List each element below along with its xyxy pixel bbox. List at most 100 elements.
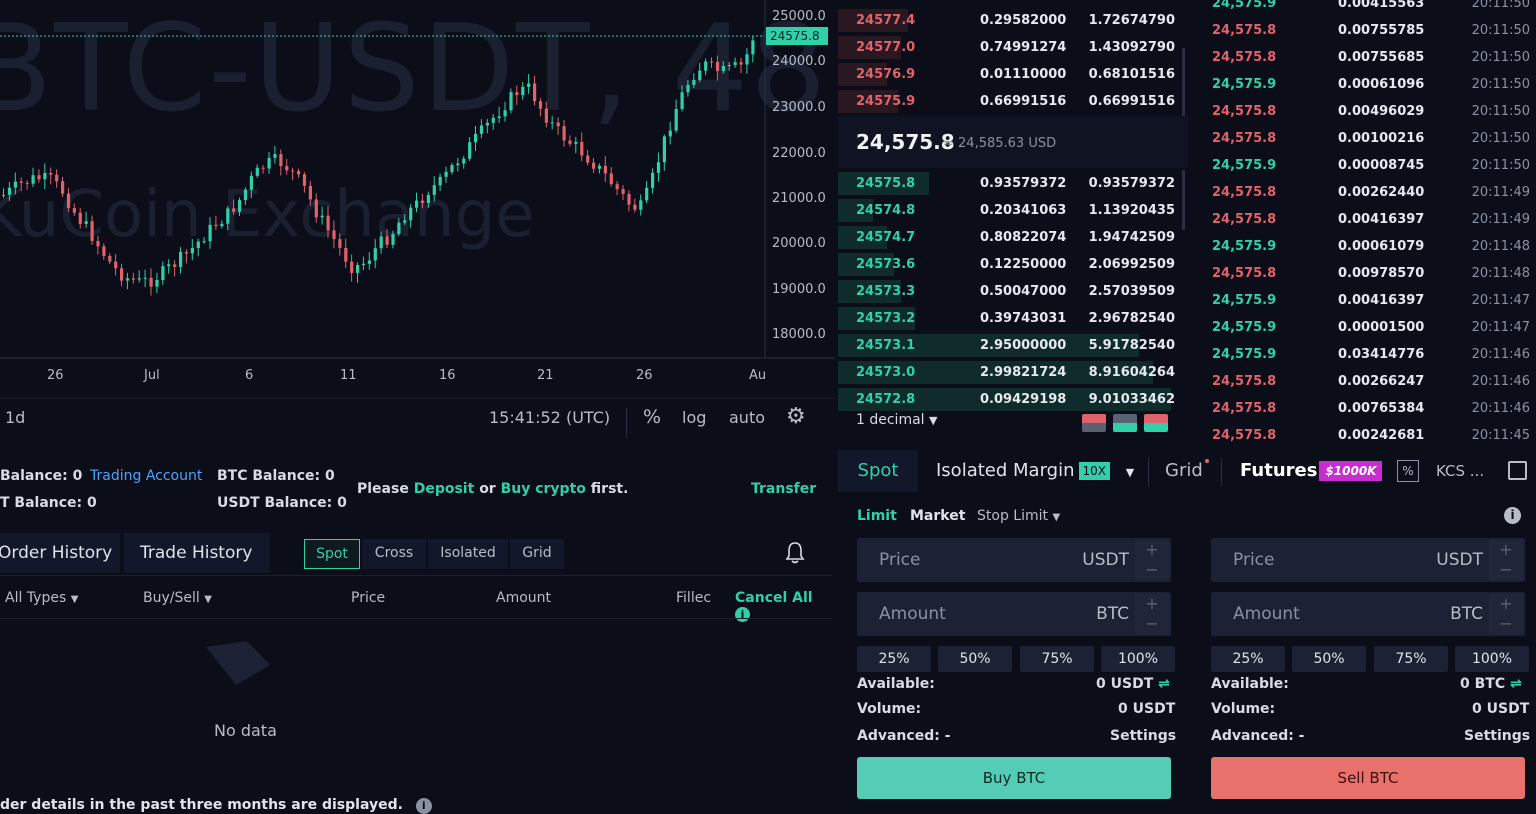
kcs-fee-toggle[interactable]: KCS ... [1436, 462, 1485, 480]
mid-price: 24,575.8 [856, 130, 955, 154]
bid-scrollbar[interactable] [1182, 170, 1185, 230]
tab-isolated-margin[interactable]: Isolated Margin 10X ▼ [936, 460, 1134, 481]
kcs-checkbox[interactable] [1508, 461, 1527, 480]
tab-order-history[interactable]: Order History [0, 533, 120, 573]
candle-body [727, 65, 731, 67]
usdt-balance-value: 0 [337, 495, 347, 511]
sell-advanced[interactable]: Advanced: - [1211, 728, 1305, 744]
bid-total: 2.57039509 [1088, 284, 1175, 299]
ask-row[interactable]: 24575.9 0.66991516 0.66991516 [838, 88, 1188, 115]
sell-btc-button[interactable]: Sell BTC [1211, 757, 1525, 799]
info-icon[interactable]: i [1504, 507, 1521, 524]
minus-icon[interactable]: − [1489, 560, 1523, 580]
bid-price: 24574.7 [856, 230, 916, 245]
plus-icon[interactable]: + [1489, 540, 1523, 560]
seg-isolated[interactable]: Isolated [428, 539, 508, 569]
trading-account-link[interactable]: Trading Account [90, 468, 203, 484]
bid-row[interactable]: 24575.8 0.93579372 0.93579372 [838, 170, 1188, 197]
bid-row[interactable]: 24573.1 2.95000000 5.91782540 [838, 332, 1188, 359]
buy-pct-50[interactable]: 50% [938, 646, 1012, 672]
bid-row[interactable]: 24574.8 0.20341063 1.13920435 [838, 197, 1188, 224]
buy-price-input[interactable]: Price USDT + − [857, 538, 1171, 582]
bid-row[interactable]: 24574.7 0.80822074 1.94742509 [838, 224, 1188, 251]
sell-settings-link[interactable]: Settings [1464, 728, 1531, 744]
candle-body [7, 187, 12, 195]
percent-scale-toggle[interactable]: % [643, 406, 662, 428]
ask-row[interactable]: 24577.0 0.74991274 1.43092790 [838, 34, 1188, 61]
y-tick: 18000.0 [772, 327, 826, 342]
gear-icon[interactable]: ⚙ [786, 404, 806, 429]
filter-all-types[interactable]: All Types ▼ [5, 590, 78, 606]
seg-cross[interactable]: Cross [362, 539, 426, 569]
tab-trade-history[interactable]: Trade History [124, 533, 270, 573]
sell-pct-25[interactable]: 25% [1211, 646, 1285, 672]
bid-row[interactable]: 24573.6 0.12250000 2.06992509 [838, 251, 1188, 278]
price-chart[interactable]: BTC-USDT, 480 KuCoin Exchange 24575.8 25… [0, 0, 835, 446]
x-tick: 11 [340, 368, 357, 383]
buy-advanced[interactable]: Advanced: - [857, 728, 951, 744]
sell-amount-input[interactable]: Amount BTC + − [1211, 592, 1525, 636]
trade-time: 20:11:46 [1471, 347, 1530, 362]
ask-scrollbar[interactable] [1182, 48, 1185, 116]
fee-icon[interactable]: % [1397, 460, 1419, 482]
deposit-link[interactable]: Deposit [413, 481, 475, 497]
sell-price-input[interactable]: Price USDT + − [1211, 538, 1525, 582]
sell-pct-50[interactable]: 50% [1292, 646, 1366, 672]
bid-row[interactable]: 24573.0 2.99821724 8.91604264 [838, 359, 1188, 386]
buy-settings-link[interactable]: Settings [1110, 728, 1177, 744]
chevron-down-icon: ▼ [929, 414, 938, 427]
buy-price-placeholder: Price [879, 550, 921, 570]
sell-amount-placeholder: Amount [1233, 604, 1300, 624]
bell-icon[interactable] [784, 541, 806, 570]
plus-icon[interactable]: + [1135, 540, 1169, 560]
bid-row[interactable]: 24572.8 0.09429198 9.01033462 [838, 386, 1188, 413]
candle-body [149, 277, 153, 287]
buy-crypto-link[interactable]: Buy crypto [500, 481, 586, 497]
minus-icon[interactable]: − [1135, 560, 1169, 580]
plus-icon[interactable]: + [1489, 594, 1523, 614]
sell-pct-75[interactable]: 75% [1374, 646, 1448, 672]
candle-body [66, 193, 71, 209]
trade-row: 24,575.9 0.00061096 20:11:50 [1194, 71, 1536, 98]
seg-spot[interactable]: Spot [304, 539, 360, 569]
buy-btc-button[interactable]: Buy BTC [857, 757, 1171, 799]
minus-icon[interactable]: − [1135, 614, 1169, 634]
buy-pct-25[interactable]: 25% [857, 646, 931, 672]
buy-pct-75[interactable]: 75% [1020, 646, 1094, 672]
buy-price-unit: USDT [1082, 550, 1129, 570]
sell-pct-100[interactable]: 100% [1455, 646, 1529, 672]
log-scale-toggle[interactable]: log [682, 408, 707, 427]
tab-futures[interactable]: Futures $1000K [1240, 460, 1383, 481]
view-asks-icon[interactable] [1144, 414, 1168, 432]
bid-row[interactable]: 24573.2 0.39743031 2.96782540 [838, 305, 1188, 332]
ask-row[interactable]: 24577.4 0.29582000 1.72674790 [838, 7, 1188, 34]
interval-button[interactable]: 1d [5, 408, 26, 427]
view-both-icon[interactable] [1082, 414, 1106, 432]
bid-row[interactable]: 24573.3 0.50047000 2.57039509 [838, 278, 1188, 305]
info-icon: i [735, 607, 750, 622]
candle-body [2, 194, 6, 196]
candle-body [698, 70, 702, 80]
ask-total: 1.72674790 [1088, 13, 1175, 28]
minus-icon[interactable]: − [1489, 614, 1523, 634]
plus-icon[interactable]: + [1135, 594, 1169, 614]
order-type-market[interactable]: Market [910, 508, 966, 524]
decimal-selector[interactable]: 1 decimal ▼ [856, 412, 937, 428]
candle-body [19, 181, 23, 183]
candle-body [31, 175, 35, 184]
buy-amount-input[interactable]: Amount BTC + − [857, 592, 1171, 636]
tab-spot[interactable]: Spot [838, 450, 918, 492]
candle-body [544, 108, 548, 123]
filter-buy-sell[interactable]: Buy/Sell ▼ [143, 590, 212, 606]
buy-pct-100[interactable]: 100% [1101, 646, 1175, 672]
transfer-link[interactable]: Transfer [751, 481, 817, 497]
swap-icon[interactable]: ⇌ [1158, 676, 1170, 692]
auto-scale-toggle[interactable]: auto [729, 408, 766, 427]
order-type-stop-limit[interactable]: Stop Limit ▼ [977, 508, 1060, 524]
order-type-limit[interactable]: Limit [857, 508, 897, 524]
tab-grid[interactable]: Grid [1165, 460, 1203, 481]
view-bids-icon[interactable] [1113, 414, 1137, 432]
ask-row[interactable]: 24576.9 0.01110000 0.68101516 [838, 61, 1188, 88]
seg-grid[interactable]: Grid [510, 539, 564, 569]
swap-icon[interactable]: ⇌ [1510, 676, 1522, 692]
